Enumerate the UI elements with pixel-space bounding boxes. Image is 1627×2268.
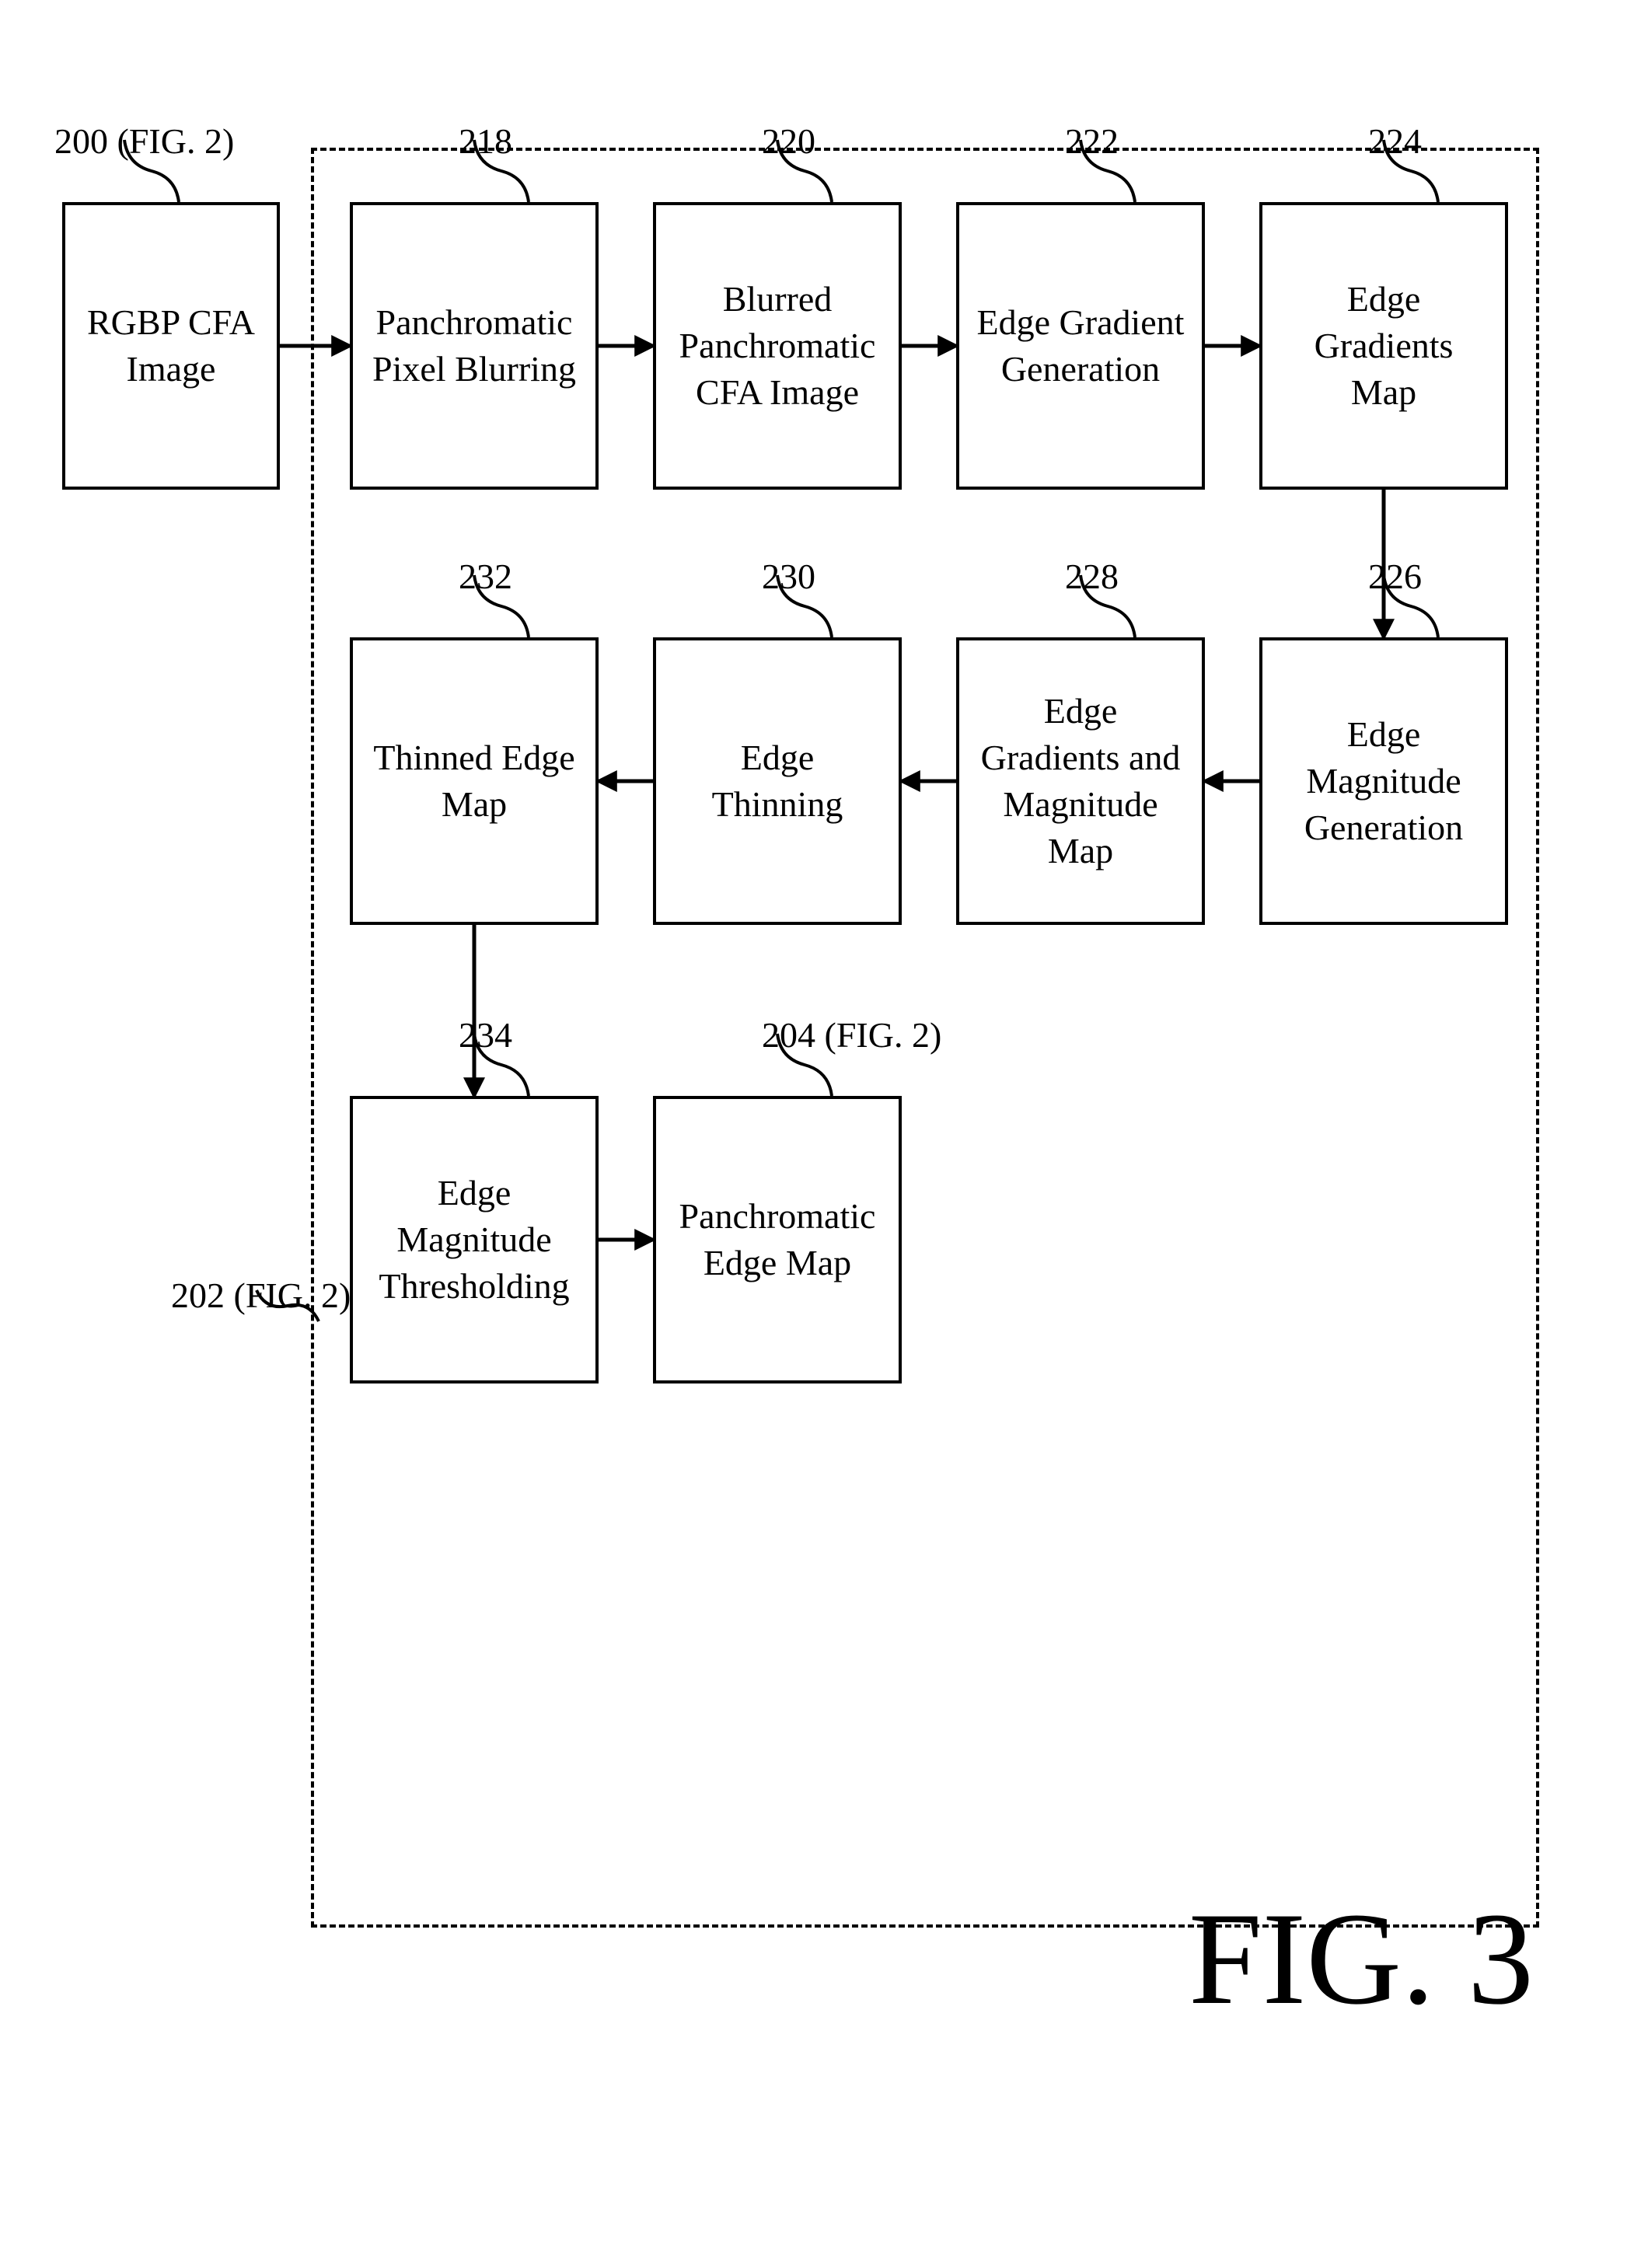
ref-label-204: 204 (FIG. 2) (762, 1014, 941, 1055)
node-label: Edge Thinning (672, 734, 883, 828)
ref-label-202: 202 (FIG. 2) (171, 1275, 351, 1316)
ref-label-226: 226 (1368, 556, 1422, 597)
node-label: Edge Gradients Map (1278, 276, 1489, 415)
node-edge-gradient-generation: Edge Gradient Generation (956, 202, 1205, 490)
node-panchromatic-edge-map: Panchromatic Edge Map (653, 1096, 902, 1383)
node-label: Edge Magnitude Generation (1278, 711, 1489, 850)
node-label: Edge Gradient Generation (975, 299, 1186, 393)
node-label: Panchromatic Edge Map (672, 1193, 883, 1286)
ref-label-232: 232 (459, 556, 512, 597)
node-thinned-edge-map: Thinned Edge Map (350, 637, 599, 925)
node-label: Edge Magnitude Thresholding (368, 1170, 580, 1309)
ref-label-222: 222 (1065, 120, 1119, 162)
node-label: RGBP CFA Image (81, 299, 261, 393)
diagram-canvas: RGBP CFA Image Panchromatic Pixel Blurri… (0, 0, 1627, 2268)
node-label: Thinned Edge Map (368, 734, 580, 828)
ref-label-220: 220 (762, 120, 815, 162)
node-edge-gradients-and-magnitude-map: Edge Gradients and Magnitude Map (956, 637, 1205, 925)
ref-label-234: 234 (459, 1014, 512, 1055)
ref-label-218: 218 (459, 120, 512, 162)
node-label: Panchromatic Pixel Blurring (368, 299, 580, 393)
node-rgbp-cfa-image: RGBP CFA Image (62, 202, 280, 490)
node-edge-gradients-map: Edge Gradients Map (1259, 202, 1508, 490)
node-edge-thinning: Edge Thinning (653, 637, 902, 925)
ref-label-230: 230 (762, 556, 815, 597)
ref-label-200: 200 (FIG. 2) (54, 120, 234, 162)
node-label: Blurred Panchromatic CFA Image (672, 276, 883, 415)
figure-title: FIG. 3 (1189, 1883, 1534, 2035)
node-edge-magnitude-thresholding: Edge Magnitude Thresholding (350, 1096, 599, 1383)
ref-label-224: 224 (1368, 120, 1422, 162)
node-edge-magnitude-generation: Edge Magnitude Generation (1259, 637, 1508, 925)
ref-label-228: 228 (1065, 556, 1119, 597)
node-blurred-panchromatic-cfa-image: Blurred Panchromatic CFA Image (653, 202, 902, 490)
node-panchromatic-pixel-blurring: Panchromatic Pixel Blurring (350, 202, 599, 490)
node-label: Edge Gradients and Magnitude Map (975, 688, 1186, 874)
